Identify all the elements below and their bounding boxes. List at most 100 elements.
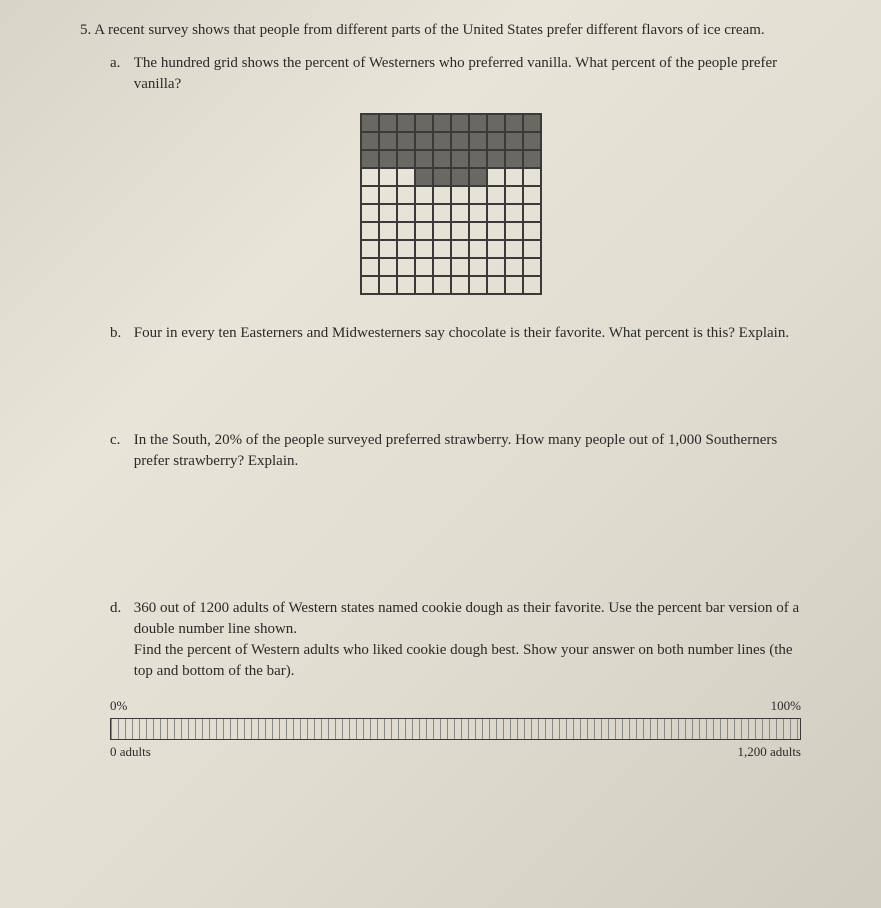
grid-cell [523,132,541,150]
percent-bar-diagram: 0% 100% 0 adults 1,200 adults [110,698,801,760]
grid-cell [361,186,379,204]
grid-cell [505,240,523,258]
hundred-grid [360,113,542,295]
grid-cell [415,258,433,276]
grid-cell [415,222,433,240]
grid-cell [523,204,541,222]
grid-cell [487,240,505,258]
sub-label-a: a. [110,53,130,74]
grid-cell [505,204,523,222]
grid-cell [379,276,397,294]
grid-cell [487,258,505,276]
grid-cell [469,168,487,186]
grid-cell [379,114,397,132]
question-text: A recent survey shows that people from d… [94,22,764,38]
grid-cell [523,150,541,168]
grid-cell [469,258,487,276]
sub-question-d: d. 360 out of 1200 adults of Western sta… [110,598,821,682]
grid-cell [451,222,469,240]
grid-cell [361,222,379,240]
sub-text-d: 360 out of 1200 adults of Western states… [134,598,815,682]
grid-cell [379,150,397,168]
grid-cell [415,276,433,294]
bar-bottom-left-label: 0 adults [110,744,151,760]
grid-cell [433,132,451,150]
grid-cell [397,204,415,222]
sub-question-c: c. In the South, 20% of the people surve… [110,430,821,472]
grid-cell [415,150,433,168]
grid-cell [397,150,415,168]
grid-cell [487,114,505,132]
bar-bottom-right-label: 1,200 adults [737,744,801,760]
grid-cell [469,114,487,132]
grid-cell [361,276,379,294]
grid-cell [505,168,523,186]
sub-label-b: b. [110,323,130,344]
question-number: 5. [80,22,91,38]
grid-cell [523,240,541,258]
grid-cell [415,204,433,222]
grid-cell [523,222,541,240]
grid-cell [361,204,379,222]
grid-cell [487,222,505,240]
grid-cell [469,132,487,150]
grid-cell [379,240,397,258]
grid-cell [451,168,469,186]
grid-cell [433,114,451,132]
percent-bar [110,718,801,740]
grid-cell [469,150,487,168]
grid-cell [433,168,451,186]
grid-cell [433,276,451,294]
grid-cell [397,114,415,132]
grid-cell [379,168,397,186]
answer-space-b [80,360,821,430]
grid-cell [397,168,415,186]
grid-cell [505,186,523,204]
grid-cell [451,240,469,258]
grid-cell [397,186,415,204]
grid-cell [397,276,415,294]
grid-cell [469,186,487,204]
grid-cell [523,168,541,186]
bar-labels-bottom: 0 adults 1,200 adults [110,744,801,760]
grid-cell [397,258,415,276]
grid-cell [451,150,469,168]
grid-cell [379,258,397,276]
grid-cell [469,276,487,294]
grid-cell [379,186,397,204]
grid-cell [433,186,451,204]
grid-cell [361,114,379,132]
answer-space-c [80,488,821,598]
grid-cell [451,258,469,276]
sub-text-b: Four in every ten Easterners and Midwest… [134,323,815,344]
grid-cell [433,150,451,168]
grid-cell [505,258,523,276]
grid-cell [451,186,469,204]
grid-cell [361,150,379,168]
grid-cell [433,222,451,240]
grid-cell [469,204,487,222]
grid-cell [361,132,379,150]
grid-cell [433,240,451,258]
grid-cell [415,168,433,186]
grid-cell [433,258,451,276]
grid-cell [415,132,433,150]
grid-cell [397,222,415,240]
grid-cell [487,150,505,168]
sub-text-c: In the South, 20% of the people surveyed… [134,430,815,472]
grid-cell [523,276,541,294]
grid-cell [505,276,523,294]
grid-cell [379,132,397,150]
grid-cell [487,132,505,150]
grid-cell [487,204,505,222]
grid-cell [379,204,397,222]
bar-top-right-label: 100% [771,698,801,714]
sub-label-c: c. [110,430,130,451]
grid-cell [397,132,415,150]
grid-cell [451,114,469,132]
grid-cell [523,186,541,204]
hundred-grid-container [80,113,821,295]
grid-cell [415,186,433,204]
grid-cell [415,240,433,258]
grid-cell [523,258,541,276]
